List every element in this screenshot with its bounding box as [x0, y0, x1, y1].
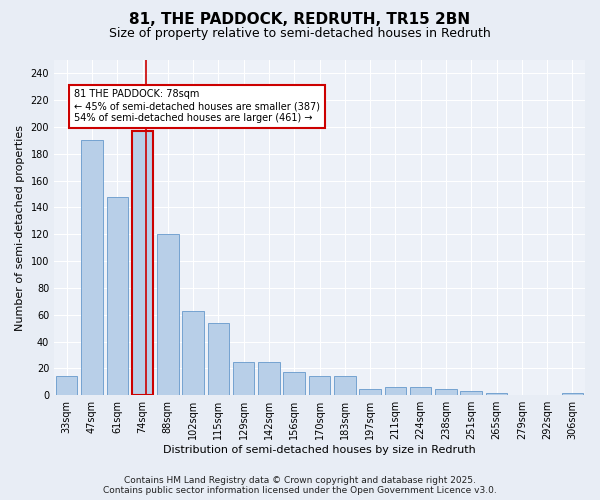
- Text: Contains HM Land Registry data © Crown copyright and database right 2025.
Contai: Contains HM Land Registry data © Crown c…: [103, 476, 497, 495]
- Bar: [132, 131, 153, 395]
- Bar: [460, 391, 482, 395]
- Text: 81 THE PADDOCK: 78sqm
← 45% of semi-detached houses are smaller (387)
54% of sem: 81 THE PADDOCK: 78sqm ← 45% of semi-deta…: [74, 90, 320, 122]
- Bar: [359, 388, 381, 395]
- Bar: [208, 323, 229, 395]
- Text: Size of property relative to semi-detached houses in Redruth: Size of property relative to semi-detach…: [109, 28, 491, 40]
- Y-axis label: Number of semi-detached properties: Number of semi-detached properties: [15, 124, 25, 330]
- Bar: [283, 372, 305, 395]
- Bar: [486, 392, 507, 395]
- Bar: [182, 310, 204, 395]
- Bar: [435, 388, 457, 395]
- Text: 81, THE PADDOCK, REDRUTH, TR15 2BN: 81, THE PADDOCK, REDRUTH, TR15 2BN: [130, 12, 470, 28]
- Bar: [309, 376, 330, 395]
- Bar: [157, 234, 179, 395]
- Bar: [385, 387, 406, 395]
- Bar: [334, 376, 356, 395]
- X-axis label: Distribution of semi-detached houses by size in Redruth: Distribution of semi-detached houses by …: [163, 445, 476, 455]
- Bar: [258, 362, 280, 395]
- Bar: [562, 392, 583, 395]
- Bar: [410, 387, 431, 395]
- Bar: [56, 376, 77, 395]
- Bar: [81, 140, 103, 395]
- Bar: [107, 197, 128, 395]
- Bar: [233, 362, 254, 395]
